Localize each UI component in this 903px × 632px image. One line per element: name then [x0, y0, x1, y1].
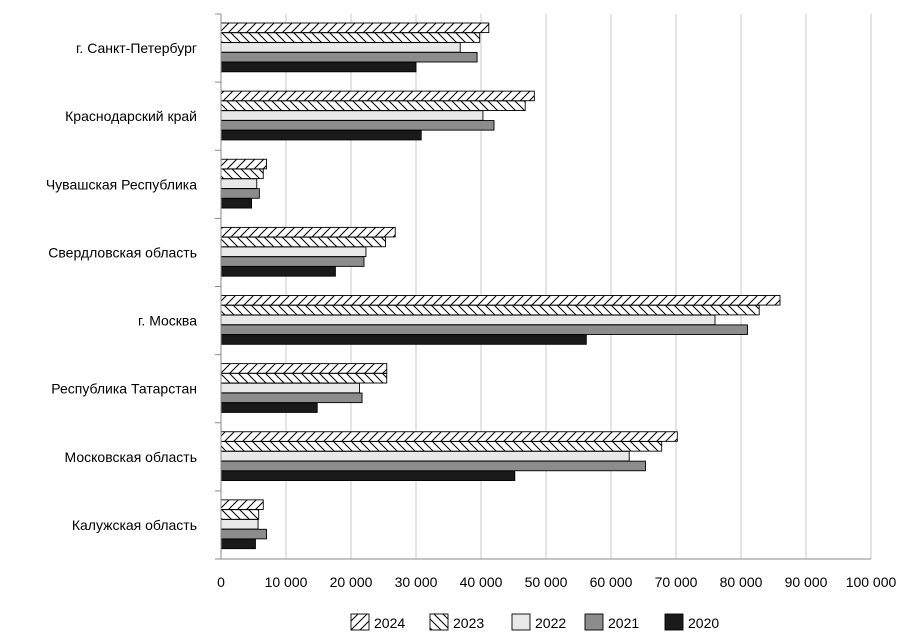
bar-2020 — [220, 334, 587, 345]
x-tick-label: 60 000 — [590, 574, 633, 590]
legend-label: 2023 — [453, 615, 484, 631]
x-tick-label: 100 000 — [846, 574, 897, 590]
x-tick-label: 20 000 — [330, 574, 373, 590]
bar-2023 — [220, 509, 260, 520]
bar-2021 — [220, 188, 260, 199]
bar-2021 — [220, 460, 646, 472]
legend-label: 2020 — [688, 615, 719, 631]
x-tick-label: 50 000 — [525, 574, 568, 590]
bar-2023 — [220, 236, 386, 248]
bar-2024 — [220, 431, 678, 442]
legend-swatch-2022 — [511, 613, 531, 631]
category-label: Краснодарский край — [65, 108, 197, 124]
bar-2023 — [220, 372, 388, 384]
bar-2020 — [220, 402, 318, 413]
bar-2020 — [220, 129, 422, 141]
bar-2021 — [220, 51, 478, 63]
bar-2024 — [220, 22, 490, 34]
bar-2024 — [220, 295, 781, 306]
bar-2020 — [220, 266, 336, 277]
bar-2024 — [220, 363, 388, 374]
x-tick-label: 0 — [217, 574, 225, 590]
bar-2020 — [220, 470, 516, 482]
x-tick-label: 90 000 — [785, 574, 828, 590]
bars — [220, 22, 781, 550]
bar-2022 — [220, 178, 258, 189]
category-labels: г. Санкт-Петербург Краснодарский край Чува… — [46, 40, 197, 533]
bar-2023 — [220, 32, 481, 43]
category-label: Калужская область — [72, 517, 197, 533]
bar-2023 — [220, 168, 264, 180]
bar-2021 — [220, 528, 267, 540]
category-label: Чувашская Республика — [46, 176, 197, 192]
bar-2021 — [220, 256, 365, 267]
legend-swatch-2024 — [350, 613, 370, 631]
category-label: г. Санкт-Петербург — [76, 40, 197, 56]
x-tick-labels: 0 10 000 20 000 30 000 40 000 50 000 60 000 70 … — [217, 574, 896, 590]
bar-2024 — [220, 90, 535, 102]
category-label: Московская область — [65, 449, 197, 465]
legend-label: 2021 — [608, 615, 639, 631]
bar-2022 — [220, 110, 484, 121]
bar-2022 — [220, 382, 360, 394]
bar-2024 — [220, 158, 267, 170]
legend-label: 2022 — [535, 615, 566, 631]
bar-2022 — [220, 42, 461, 53]
legend-swatch-2021 — [584, 613, 604, 631]
x-tick-label: 10 000 — [265, 574, 308, 590]
bar-2022 — [220, 314, 716, 326]
bar-2022 — [220, 246, 367, 258]
bar-2024 — [220, 499, 264, 510]
category-label: Республика Татарстан — [51, 381, 197, 397]
x-tick-label: 40 000 — [460, 574, 503, 590]
bar-2020 — [220, 61, 417, 73]
category-label: Свердловская область — [48, 244, 197, 260]
bar-2023 — [220, 304, 760, 316]
x-tick-label: 70 000 — [655, 574, 698, 590]
bar-2021 — [220, 392, 363, 404]
bar-2022 — [220, 450, 630, 462]
x-tick-label: 30 000 — [395, 574, 438, 590]
bar-2023 — [220, 100, 526, 111]
bar-2024 — [220, 226, 396, 238]
legend-label: 2024 — [374, 615, 405, 631]
bar-2020 — [220, 197, 252, 209]
bar-2022 — [220, 519, 259, 530]
bar-2023 — [220, 441, 663, 452]
bar-2020 — [220, 538, 256, 550]
bar-2021 — [220, 324, 748, 335]
category-label: г. Москва — [138, 313, 197, 329]
legend-swatch-2023 — [429, 613, 449, 631]
x-tick-label: 80 000 — [720, 574, 763, 590]
axes — [215, 13, 871, 560]
legend-swatch-2020 — [664, 613, 684, 631]
bar-2021 — [220, 120, 495, 131]
legend: 2024 2023 2022 2021 2020 — [350, 613, 719, 631]
